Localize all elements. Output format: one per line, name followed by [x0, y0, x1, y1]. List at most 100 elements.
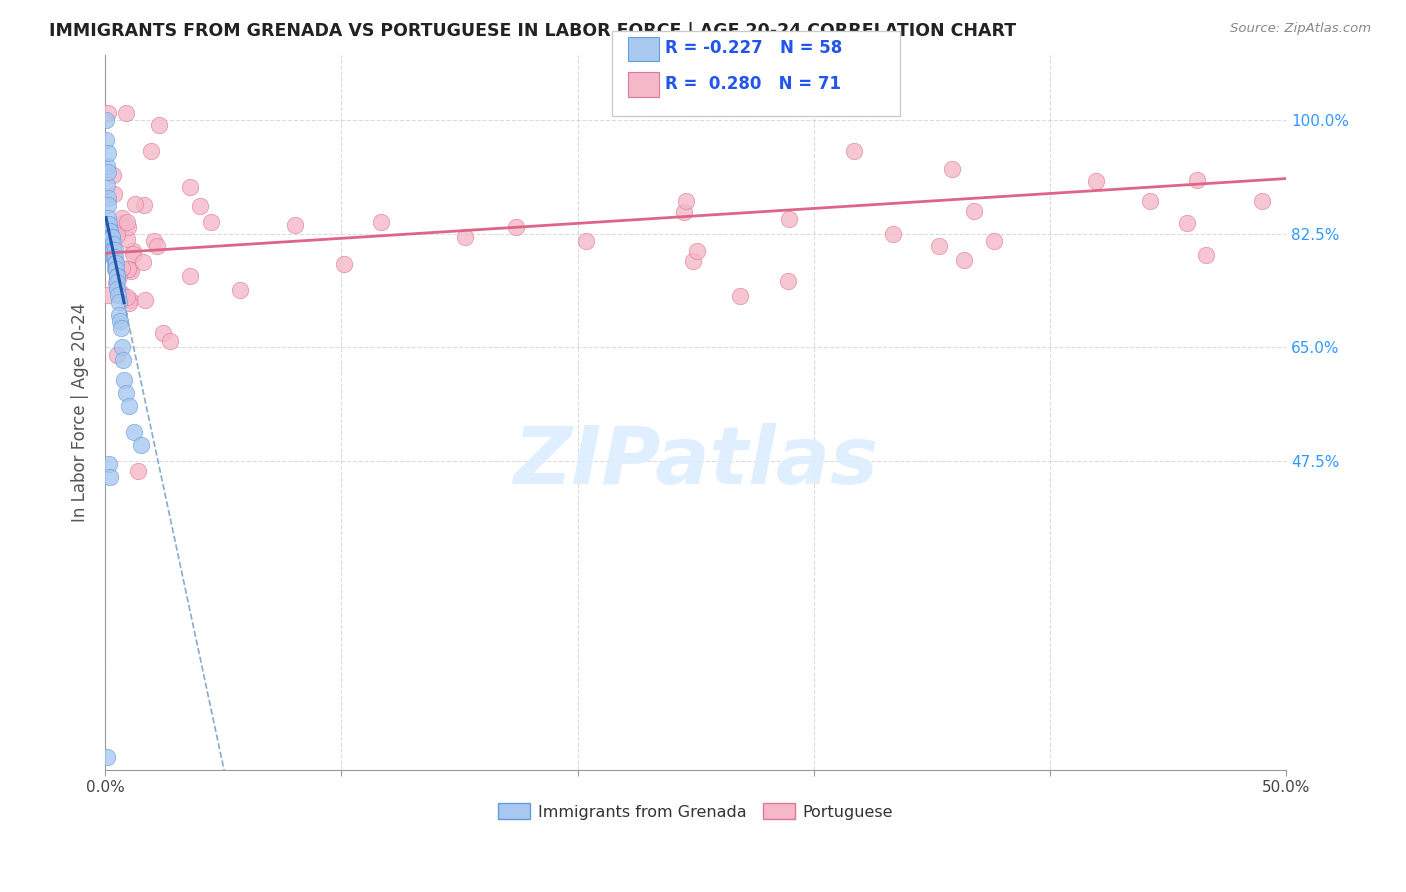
Point — [928, 239, 950, 253]
Point — [110, 260, 132, 275]
Point — [98, 236, 121, 251]
Point — [134, 198, 156, 212]
Point — [953, 252, 976, 267]
Point — [778, 211, 800, 226]
Point — [96, 749, 118, 764]
Point — [110, 321, 132, 335]
Point — [97, 191, 120, 205]
Point — [101, 236, 124, 251]
Point — [118, 399, 141, 413]
Point — [682, 254, 704, 268]
Point — [100, 470, 122, 484]
Point — [139, 145, 162, 159]
Point — [159, 334, 181, 348]
Point — [127, 464, 149, 478]
Point — [686, 244, 709, 259]
Point — [97, 219, 120, 233]
Point — [104, 250, 127, 264]
Point — [104, 256, 127, 270]
Point — [778, 274, 800, 288]
Point — [105, 268, 128, 283]
Point — [97, 165, 120, 179]
Point — [117, 220, 139, 235]
Point — [97, 223, 120, 237]
Point — [103, 250, 125, 264]
Point — [103, 250, 125, 264]
Point — [118, 262, 141, 277]
Point — [98, 225, 121, 239]
Point — [110, 288, 132, 302]
Point — [1139, 194, 1161, 208]
Point — [103, 186, 125, 201]
Point — [104, 243, 127, 257]
Text: IMMIGRANTS FROM GRENADA VS PORTUGUESE IN LABOR FORCE | AGE 20-24 CORRELATION CHA: IMMIGRANTS FROM GRENADA VS PORTUGUESE IN… — [49, 22, 1017, 40]
Point — [107, 288, 129, 302]
Point — [107, 268, 129, 283]
Point — [105, 227, 128, 242]
Point — [115, 232, 138, 246]
Point — [1185, 173, 1208, 187]
Point — [962, 203, 984, 218]
Point — [101, 230, 124, 244]
Point — [124, 197, 146, 211]
Point — [134, 293, 156, 308]
Point — [101, 230, 124, 244]
Point — [97, 288, 120, 302]
Point — [575, 234, 598, 248]
Point — [111, 211, 134, 226]
Point — [97, 211, 120, 225]
Point — [98, 223, 121, 237]
Point — [103, 243, 125, 257]
Point — [96, 113, 118, 128]
Point — [97, 106, 120, 120]
Point — [104, 262, 127, 277]
Point — [104, 262, 127, 277]
Point — [97, 145, 120, 160]
Point — [97, 219, 120, 234]
Point — [842, 144, 865, 158]
Point — [148, 118, 170, 132]
Point — [1084, 174, 1107, 188]
Point — [105, 276, 128, 290]
Point — [100, 236, 122, 251]
Point — [97, 217, 120, 231]
Point — [673, 205, 696, 219]
Point — [114, 106, 136, 120]
Point — [122, 425, 145, 439]
Point — [101, 236, 124, 251]
Point — [111, 216, 134, 230]
Point — [370, 215, 392, 229]
Point — [200, 215, 222, 229]
Point — [730, 289, 752, 303]
Point — [118, 296, 141, 310]
Point — [675, 194, 697, 209]
Point — [983, 234, 1005, 248]
Point — [115, 215, 138, 229]
Point — [453, 229, 475, 244]
Text: Source: ZipAtlas.com: Source: ZipAtlas.com — [1230, 22, 1371, 36]
Point — [100, 230, 122, 244]
Point — [117, 262, 139, 277]
Point — [115, 385, 138, 400]
Point — [179, 268, 201, 283]
Point — [108, 308, 131, 322]
Point — [146, 239, 169, 253]
Point — [108, 295, 131, 310]
Point — [179, 180, 201, 194]
Point — [188, 199, 211, 213]
Point — [115, 290, 138, 304]
Point — [98, 230, 121, 244]
Point — [941, 162, 963, 177]
Point — [105, 268, 128, 283]
Point — [101, 243, 124, 257]
Point — [97, 217, 120, 231]
Point — [105, 348, 128, 362]
Point — [112, 373, 135, 387]
Point — [97, 236, 120, 251]
Point — [284, 218, 307, 232]
Point — [98, 458, 121, 472]
Point — [97, 197, 120, 211]
Point — [100, 236, 122, 251]
Point — [122, 246, 145, 260]
Point — [108, 314, 131, 328]
